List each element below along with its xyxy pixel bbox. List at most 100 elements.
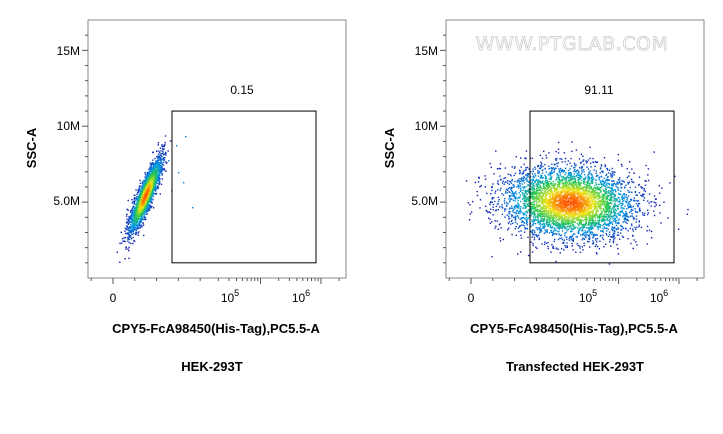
event-point — [572, 249, 574, 251]
event-point — [536, 247, 538, 250]
event-point — [586, 189, 588, 192]
event-point — [574, 170, 576, 172]
event-point — [579, 191, 581, 193]
event-point — [135, 214, 137, 216]
event-point — [608, 233, 611, 236]
event-point — [633, 239, 635, 241]
event-point — [636, 211, 639, 213]
event-point — [138, 190, 140, 193]
event-point — [596, 237, 599, 240]
event-point — [580, 182, 583, 184]
event-point — [602, 209, 605, 212]
event-point — [588, 184, 590, 186]
event-point — [539, 167, 542, 170]
event-point — [518, 192, 520, 194]
event-point — [525, 166, 527, 169]
event-point — [126, 225, 128, 227]
event-point — [151, 163, 153, 166]
event-point — [522, 189, 524, 192]
event-point — [595, 201, 597, 203]
event-point — [140, 190, 143, 192]
event-point — [507, 173, 509, 175]
event-point — [607, 216, 609, 218]
event-point — [591, 233, 593, 236]
event-point — [602, 180, 604, 182]
event-point — [518, 172, 521, 175]
event-point — [136, 212, 139, 214]
event-point — [556, 195, 558, 197]
event-point — [132, 206, 134, 208]
event-point — [710, 192, 711, 193]
event-point — [519, 184, 521, 187]
event-point — [500, 178, 502, 181]
event-point — [647, 209, 649, 211]
event-point — [489, 162, 491, 165]
event-point — [150, 169, 152, 171]
event-point — [558, 224, 560, 226]
event-point — [586, 233, 588, 236]
event-point — [520, 224, 522, 226]
event-point — [132, 209, 134, 212]
event-point — [574, 168, 576, 171]
event-point — [137, 232, 139, 234]
event-point — [567, 160, 570, 162]
event-point — [513, 194, 515, 197]
event-point — [157, 186, 159, 188]
event-point — [155, 174, 158, 176]
event-point — [145, 207, 148, 209]
event-point — [150, 182, 152, 184]
event-point — [132, 215, 134, 218]
event-point — [604, 227, 606, 230]
event-point — [128, 233, 130, 235]
event-point — [555, 217, 557, 220]
event-point — [159, 174, 161, 177]
event-point — [581, 223, 583, 226]
event-point — [139, 224, 141, 226]
event-point — [163, 157, 165, 159]
event-point — [608, 206, 611, 209]
event-point — [523, 231, 526, 233]
event-point — [541, 215, 544, 218]
event-point — [600, 196, 602, 198]
y-tick-label-15m: 15M — [57, 44, 80, 58]
event-point — [161, 145, 163, 147]
event-point — [133, 226, 135, 228]
event-point — [588, 238, 591, 241]
event-point — [146, 172, 149, 174]
event-point — [141, 188, 143, 190]
event-point — [137, 207, 139, 209]
event-point — [511, 233, 513, 236]
gate-rectangle[interactable] — [171, 110, 317, 264]
event-point — [648, 193, 651, 195]
event-point — [599, 235, 602, 237]
event-point — [591, 175, 593, 177]
event-point — [528, 210, 530, 212]
event-point — [554, 212, 556, 214]
event-point — [581, 228, 583, 230]
event-point — [591, 182, 593, 185]
event-point — [575, 251, 577, 253]
event-point — [653, 195, 656, 197]
event-point — [643, 214, 645, 216]
event-point — [134, 227, 136, 229]
event-point — [155, 170, 158, 172]
event-point — [499, 168, 502, 170]
event-point — [133, 205, 135, 208]
event-point — [139, 209, 142, 212]
event-point — [612, 227, 614, 229]
event-point — [138, 218, 141, 220]
event-point — [160, 171, 162, 173]
event-point — [497, 196, 500, 198]
event-point — [526, 173, 529, 175]
event-point — [581, 214, 583, 216]
event-point — [609, 215, 611, 217]
event-point — [132, 219, 134, 221]
event-point — [569, 174, 571, 177]
event-point — [155, 178, 158, 180]
event-point — [130, 236, 132, 238]
event-point — [136, 205, 139, 208]
event-point — [162, 148, 164, 150]
event-point — [137, 211, 140, 214]
event-point — [580, 153, 582, 155]
event-point — [594, 219, 597, 221]
